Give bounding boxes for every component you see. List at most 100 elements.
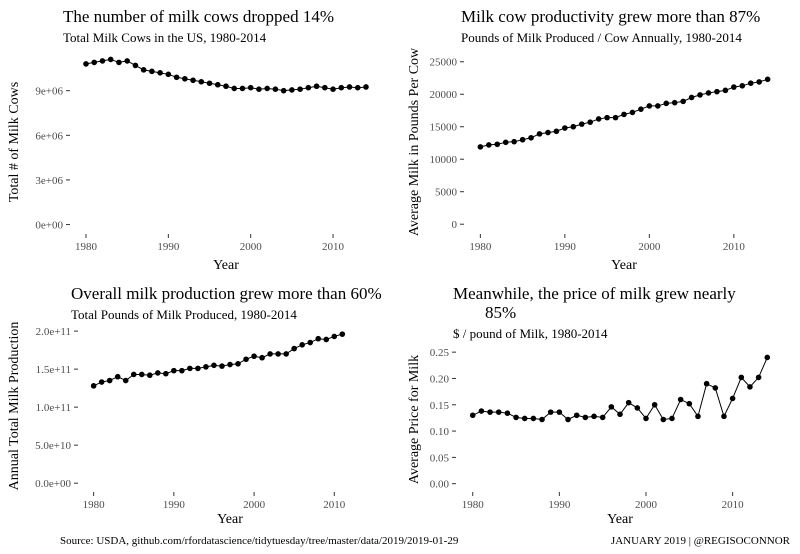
data-point bbox=[214, 81, 221, 88]
data-point bbox=[315, 335, 322, 342]
data-point bbox=[671, 99, 678, 106]
chart-subtitle: Pounds of Milk Produced / Cow Annually, … bbox=[461, 30, 742, 45]
y-tick-label: 20000 bbox=[430, 89, 458, 101]
data-point bbox=[206, 80, 213, 87]
y-axis-label: Average Milk in Pounds Per Cow bbox=[407, 47, 422, 236]
y-tick-label: 25000 bbox=[430, 57, 458, 69]
chart-title-line: 85% bbox=[485, 303, 516, 322]
data-point bbox=[331, 333, 338, 340]
data-point bbox=[654, 103, 661, 109]
data-point bbox=[106, 377, 113, 384]
data-point bbox=[149, 68, 155, 75]
data-point bbox=[223, 83, 229, 90]
data-point bbox=[231, 85, 238, 92]
data-point bbox=[297, 86, 303, 92]
data-point bbox=[99, 58, 106, 64]
x-tick-label: 1990 bbox=[554, 241, 577, 253]
y-tick-label: 0 bbox=[452, 219, 458, 231]
chart-title: Milk cow productivity grew more than 87% bbox=[461, 7, 760, 26]
data-point bbox=[714, 88, 720, 95]
data-point bbox=[547, 409, 554, 415]
y-tick-label: 0.00 bbox=[430, 479, 450, 491]
data-point bbox=[219, 363, 225, 369]
data-point bbox=[155, 370, 161, 376]
data-point bbox=[604, 114, 610, 121]
data-point bbox=[519, 136, 526, 143]
x-tick-label: 2000 bbox=[243, 499, 266, 511]
y-tick-label: 2.0e+11 bbox=[36, 326, 71, 338]
x-tick-label: 2000 bbox=[638, 241, 661, 253]
x-axis-label: Year bbox=[217, 512, 243, 527]
data-point bbox=[187, 365, 193, 372]
y-tick-label: 0.25 bbox=[430, 347, 450, 359]
data-point bbox=[705, 90, 712, 96]
data-point bbox=[235, 361, 241, 367]
data-point bbox=[731, 84, 737, 90]
data-point bbox=[738, 374, 745, 381]
data-point bbox=[330, 86, 336, 92]
data-point bbox=[638, 106, 644, 112]
data-point bbox=[686, 400, 693, 407]
data-point bbox=[190, 77, 196, 84]
data-point bbox=[272, 86, 279, 92]
data-point bbox=[323, 336, 330, 343]
data-point bbox=[677, 396, 684, 403]
data-point bbox=[747, 80, 754, 86]
x-tick-label: 2010 bbox=[722, 499, 745, 511]
y-tick-label: 1.5e+11 bbox=[36, 364, 71, 376]
data-point bbox=[264, 85, 270, 92]
data-point bbox=[280, 87, 287, 94]
data-point bbox=[130, 371, 137, 378]
data-point bbox=[477, 144, 484, 150]
x-axis-label: Year bbox=[607, 512, 633, 527]
y-tick-label: 0.0e+00 bbox=[35, 478, 71, 490]
data-point bbox=[203, 364, 209, 370]
data-point bbox=[339, 331, 346, 337]
data-point bbox=[267, 351, 273, 357]
data-point bbox=[91, 59, 98, 66]
data-point bbox=[157, 70, 163, 76]
data-point bbox=[163, 370, 169, 377]
data-point bbox=[114, 373, 121, 380]
data-point bbox=[573, 412, 580, 419]
data-point bbox=[528, 134, 534, 141]
data-point bbox=[536, 131, 543, 137]
data-point bbox=[195, 365, 201, 372]
data-point bbox=[617, 411, 623, 418]
data-point bbox=[182, 75, 188, 82]
data-point bbox=[478, 408, 485, 414]
x-tick-label: 1990 bbox=[163, 499, 186, 511]
data-point bbox=[299, 342, 305, 348]
x-tick-label: 1980 bbox=[75, 241, 98, 253]
chart-panel-1: The number of milk cows dropped 14% Total… bbox=[7, 7, 369, 273]
chart-title: The number of milk cows dropped 14% bbox=[63, 7, 334, 26]
x-tick-label: 1990 bbox=[548, 499, 571, 511]
x-tick-label: 2010 bbox=[322, 241, 345, 253]
chart-panel-4: Meanwhile, the price of milk grew nearly… bbox=[407, 284, 771, 527]
data-point bbox=[764, 76, 771, 83]
series-line bbox=[472, 357, 768, 421]
y-axis-label: Total # of Milk Cows bbox=[7, 82, 22, 202]
data-point bbox=[171, 367, 177, 374]
data-point bbox=[98, 379, 105, 385]
data-point bbox=[651, 401, 658, 408]
data-point bbox=[487, 409, 493, 415]
data-point bbox=[755, 374, 762, 381]
chart-subtitle: Total Pounds of Milk Produced, 1980-2014 bbox=[71, 307, 297, 322]
x-tick-label: 2000 bbox=[240, 241, 263, 253]
data-point bbox=[703, 380, 710, 387]
y-tick-label: 15000 bbox=[430, 122, 458, 134]
data-point bbox=[729, 395, 736, 402]
data-point bbox=[363, 84, 369, 90]
data-point bbox=[354, 84, 361, 91]
data-point bbox=[587, 119, 594, 125]
x-tick-label: 2010 bbox=[723, 241, 746, 253]
data-point bbox=[146, 372, 153, 379]
data-point bbox=[722, 87, 729, 94]
data-point bbox=[116, 59, 122, 66]
data-point bbox=[511, 138, 517, 145]
y-axis-label: Average Price for Milk bbox=[407, 355, 422, 484]
data-point bbox=[239, 85, 246, 92]
data-point bbox=[338, 84, 345, 91]
data-point bbox=[545, 129, 551, 136]
